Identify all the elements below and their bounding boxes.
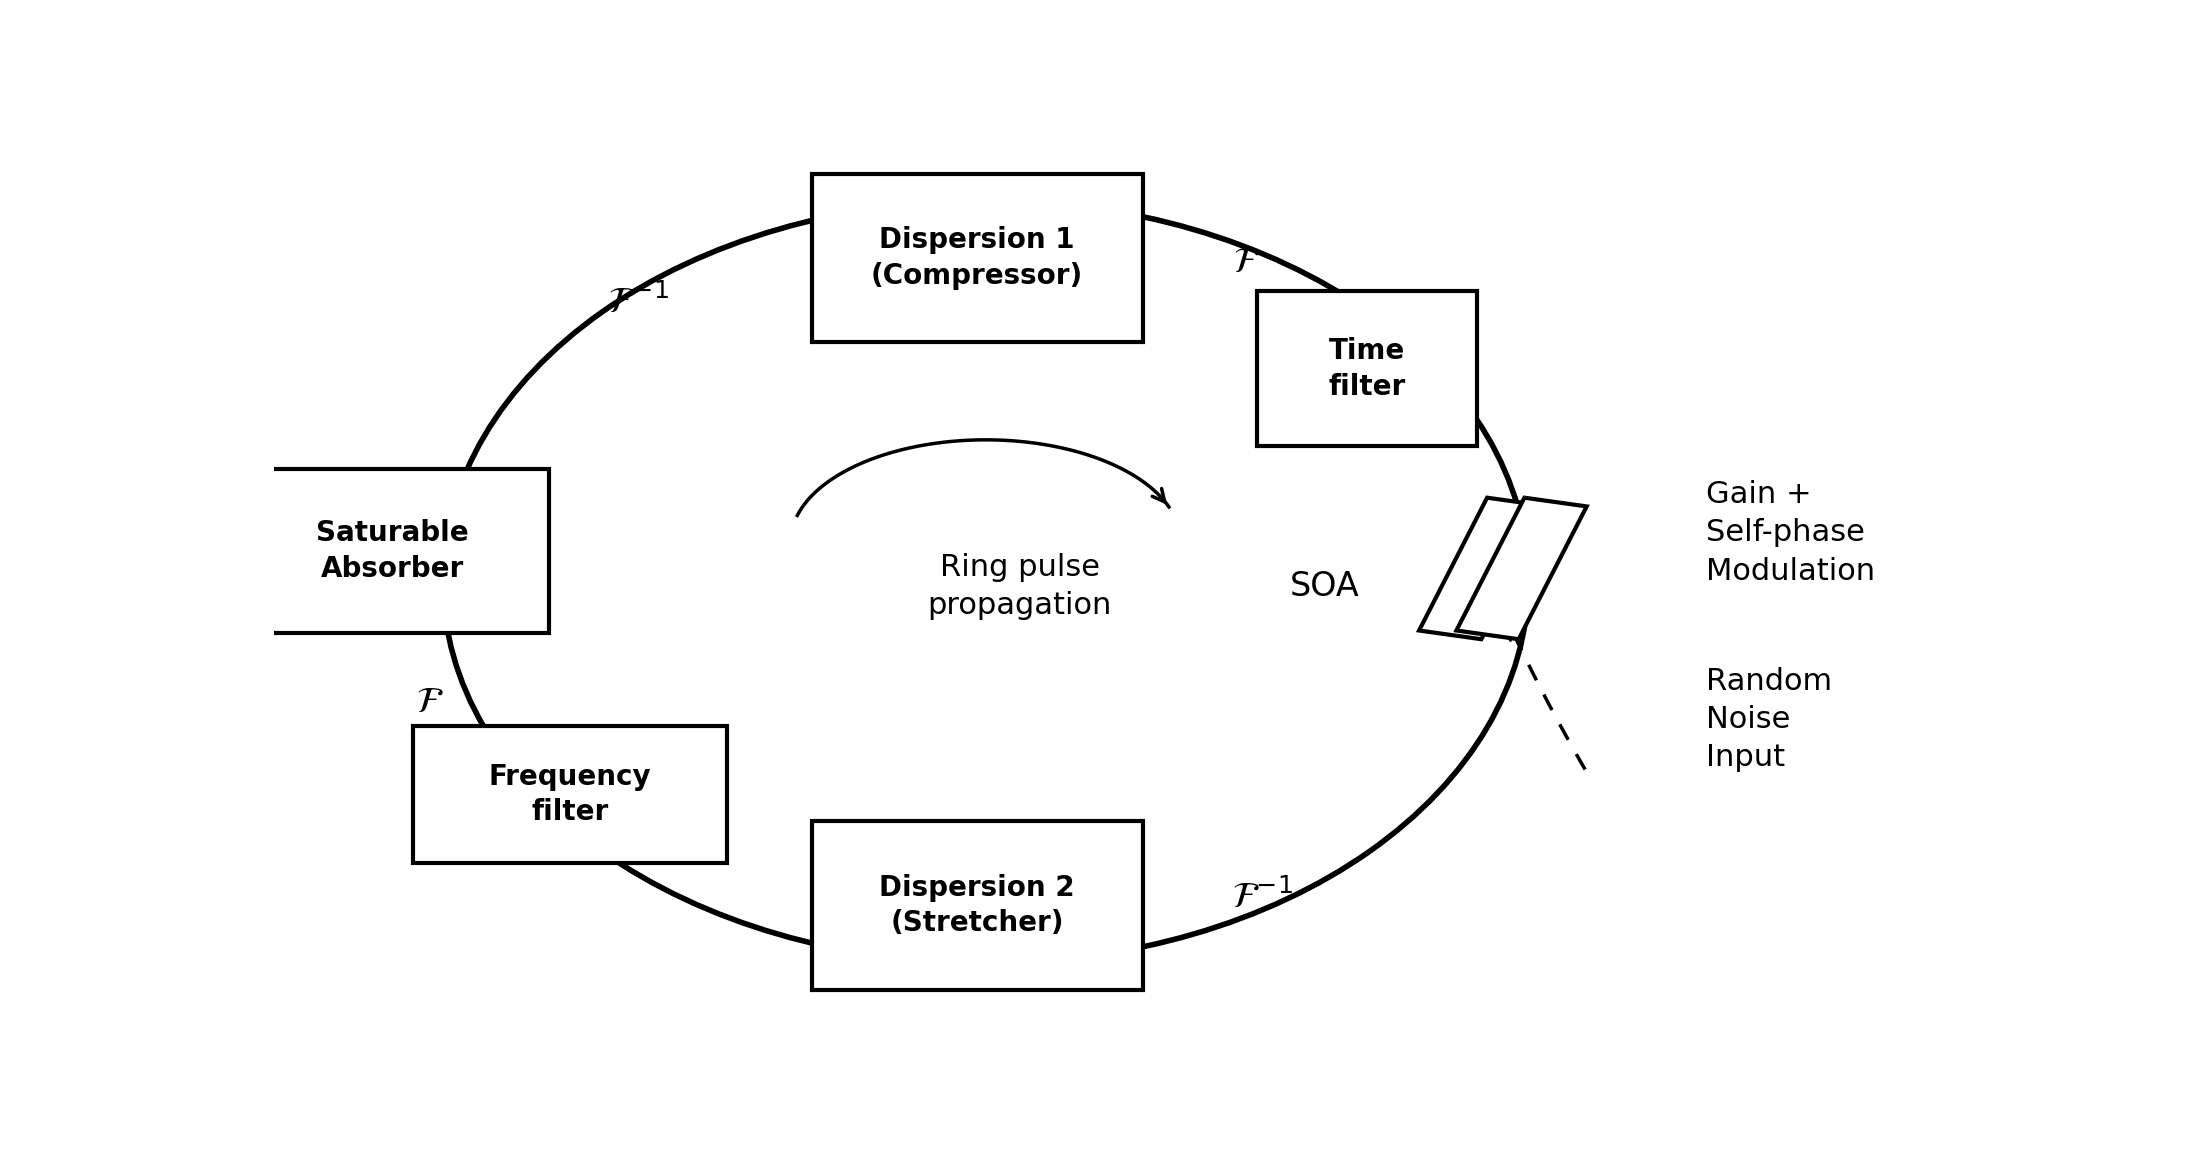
FancyBboxPatch shape <box>236 469 549 632</box>
Text: SOA: SOA <box>1291 570 1359 602</box>
Text: Frequency
filter: Frequency filter <box>488 763 652 826</box>
Text: $\mathcal{F}$: $\mathcal{F}$ <box>1234 245 1260 280</box>
FancyBboxPatch shape <box>812 174 1142 342</box>
Text: $\mathcal{F}^{-1}$: $\mathcal{F}^{-1}$ <box>1232 879 1293 915</box>
FancyBboxPatch shape <box>414 726 726 863</box>
FancyBboxPatch shape <box>1420 498 1549 639</box>
Text: $\mathcal{F}^{-1}$: $\mathcal{F}^{-1}$ <box>608 285 670 320</box>
FancyBboxPatch shape <box>1457 498 1586 639</box>
Text: Random
Noise
Input: Random Noise Input <box>1707 667 1834 772</box>
Text: Dispersion 1
(Compressor): Dispersion 1 (Compressor) <box>871 226 1083 290</box>
Text: Saturable
Absorber: Saturable Absorber <box>315 518 468 583</box>
Text: Gain +
Self-phase
Modulation: Gain + Self-phase Modulation <box>1707 480 1875 585</box>
Text: Ring pulse
propagation: Ring pulse propagation <box>928 553 1112 620</box>
Text: $\mathcal{F}$: $\mathcal{F}$ <box>416 684 444 719</box>
Text: Dispersion 2
(Stretcher): Dispersion 2 (Stretcher) <box>880 873 1074 938</box>
Text: Time
filter: Time filter <box>1328 338 1407 401</box>
FancyBboxPatch shape <box>1258 291 1477 447</box>
FancyBboxPatch shape <box>812 821 1142 990</box>
